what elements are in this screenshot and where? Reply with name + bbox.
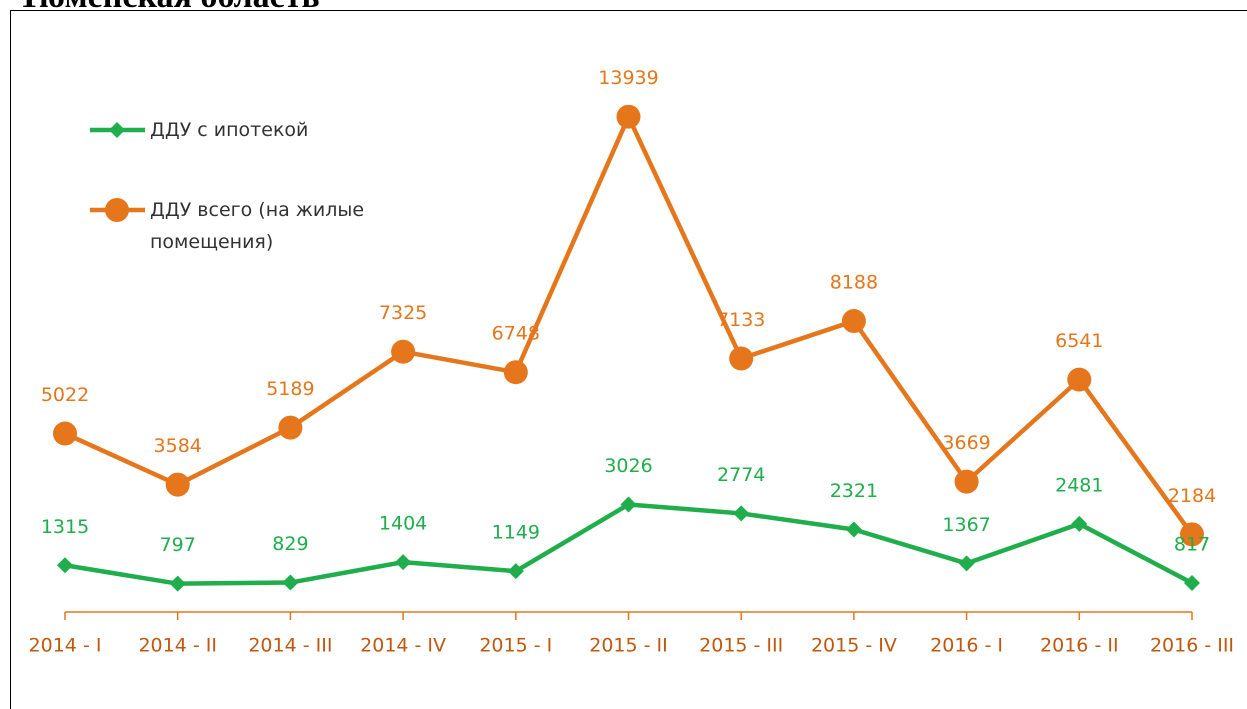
data-point [395, 554, 412, 571]
x-tick-label: 2015 - III [699, 635, 783, 657]
x-tick-label: 2014 - I [29, 635, 102, 657]
data-point [165, 472, 190, 497]
data-point [57, 557, 73, 574]
data-label: 6541 [1055, 330, 1103, 352]
data-point [503, 360, 528, 385]
data-label: 2774 [717, 464, 765, 486]
data-label: 829 [272, 533, 308, 555]
data-point [1184, 574, 1200, 591]
data-point [1180, 522, 1204, 547]
data-label: 817 [1174, 533, 1210, 555]
data-label: 5022 [41, 384, 89, 406]
data-point [616, 104, 641, 129]
x-tick-label: 2014 - II [138, 635, 217, 657]
data-label: 1367 [942, 514, 990, 536]
data-label: 2184 [1168, 485, 1216, 507]
legend-label: ДДУ с ипотекой [150, 119, 309, 141]
data-label: 3669 [942, 432, 990, 454]
data-label: 5189 [266, 378, 314, 400]
data-label: 1315 [41, 516, 89, 538]
data-label: 797 [160, 534, 196, 556]
data-point [278, 415, 303, 440]
data-point [733, 505, 750, 522]
data-point [391, 339, 416, 364]
series-line [64, 502, 1194, 586]
data-label: 3026 [604, 455, 652, 477]
x-tick-label: 2016 - I [930, 635, 1003, 657]
data-point [620, 496, 637, 513]
data-point [169, 575, 186, 592]
data-label: 2481 [1055, 474, 1103, 496]
data-label: 8188 [830, 272, 878, 294]
data-point [729, 346, 754, 371]
legend-marker [109, 122, 125, 138]
data-point [1071, 515, 1088, 532]
data-point [841, 309, 866, 334]
legend-label: ДДУ всего (на жилые помещения) [150, 199, 365, 253]
data-label: 6748 [492, 323, 540, 345]
chart-title: Тюменская область [18, 0, 319, 16]
data-point [507, 563, 524, 580]
data-label: 2321 [830, 480, 878, 502]
x-tick-label: 2015 - I [479, 635, 552, 657]
data-label: 7325 [379, 302, 427, 324]
data-point [958, 555, 975, 572]
x-tick-label: 2016 - III [1150, 635, 1234, 657]
data-point [282, 574, 299, 591]
data-point [1067, 367, 1092, 392]
data-label: 3584 [154, 435, 202, 457]
data-label: 1149 [492, 522, 540, 544]
x-tick-label: 2014 - IV [360, 635, 446, 657]
x-tick-label: 2014 - III [248, 635, 332, 657]
x-tick-label: 2016 - II [1040, 635, 1119, 657]
data-point [954, 469, 979, 494]
x-tick-label: 2015 - II [589, 635, 668, 657]
data-label: 13939 [598, 67, 658, 89]
legend-marker [105, 198, 129, 222]
data-point [53, 421, 77, 446]
data-label: 7133 [717, 309, 765, 331]
chart-frame [10, 10, 1247, 709]
data-label: 1404 [379, 513, 427, 535]
data-point [845, 521, 862, 538]
x-tick-label: 2015 - IV [811, 635, 897, 657]
